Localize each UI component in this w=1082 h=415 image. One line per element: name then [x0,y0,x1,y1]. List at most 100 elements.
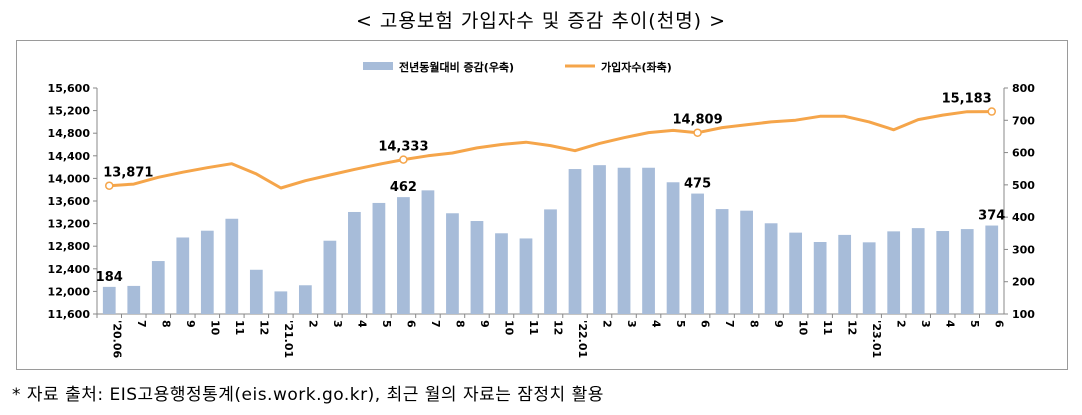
bar [249,269,263,314]
bar [862,242,876,314]
x-tick-label: 10 [208,320,221,336]
bar [348,211,361,314]
bar [666,182,680,314]
bar [372,202,386,314]
x-tick-label: 7 [723,320,736,328]
y-right-tick-label: 700 [1012,114,1035,127]
bar [176,237,190,314]
y-right-tick-label: 300 [1012,243,1035,256]
x-tick-label: 2 [601,320,614,328]
bar [887,231,901,314]
bar [323,240,337,314]
x-tick-label: 11 [821,320,834,335]
x-tick-label: '22.01 [576,320,589,358]
bar [715,209,729,314]
chart-frame: 전년동월대비 증감(우축) 가입자수(좌축) 11,600 12,000 12,40… [16,40,1068,370]
x-tick-label: 10 [797,320,810,336]
bar [151,261,165,314]
bar [593,165,606,314]
y-left-tick-label: 14,800 [48,127,91,140]
bar [813,242,827,314]
x-tick-label: 5 [380,320,393,328]
source-note: * 자료 출처: EIS고용행정통계(eis.work.go.kr), 최근 월… [12,385,604,405]
y-left-tick-label: 12,400 [48,263,91,276]
bar [519,238,533,314]
bar [421,190,435,314]
y-left-tick-label: 12,000 [48,285,91,298]
y-left-tick-label: 13,200 [48,218,91,231]
line-point-marker [399,155,408,164]
bar [691,193,704,314]
x-tick-label: 4 [944,320,957,328]
bar [544,209,557,314]
bar [225,218,239,314]
chart-title: < 고용보험 가입자수 및 증감 추이(천명) > [355,10,727,32]
bar [568,169,582,314]
x-tick-label: 11 [233,320,246,335]
line-data-label: 15,183 [942,92,992,107]
bar [274,291,288,314]
y-left-tick-label: 15,200 [48,105,91,118]
bar-data-label: 184 [96,270,123,285]
y-right-tick-label: 400 [1012,211,1035,224]
x-tick-label: 3 [625,320,638,328]
y-right-tick-label: 500 [1012,179,1035,192]
x-tick-label: 8 [748,320,761,328]
x-tick-label: 12 [846,320,859,335]
bar [642,167,655,314]
x-tick-label: 12 [257,320,270,335]
legend-bar-label: 전년동월대비 증감(우축) [399,60,514,74]
line-data-label: 13,871 [103,166,153,181]
line-point-marker [693,128,702,137]
bar [960,229,974,314]
x-tick-label: 7 [429,320,442,328]
bar [298,285,312,314]
bar [789,232,803,314]
series-line [109,110,992,190]
bar-data-label: 475 [684,177,711,192]
bar [985,225,999,314]
y-left-tick-label: 13,600 [48,195,91,208]
y-left-tick-label: 14,400 [48,150,91,163]
bar [102,286,116,314]
x-tick-label: 2 [306,320,319,328]
x-tick-label: 9 [772,320,785,328]
x-tick-label: 8 [159,320,172,328]
x-tick-label: 5 [674,320,687,328]
x-tick-label: 6 [699,320,712,328]
bar [495,233,508,314]
bar [397,197,410,314]
y-left-tick-label: 11,600 [48,308,91,321]
x-tick-label: 6 [404,320,417,328]
plot-area: 11,600 12,000 12,400 12,800 13,200 13,600 14,0… [48,82,1036,359]
x-tick-label: 6 [993,320,1006,328]
x-tick-label: 11 [527,320,540,335]
x-tick-label: '20.06 [110,320,123,359]
y-right-tick-label: 600 [1012,147,1035,160]
bar [764,223,778,314]
line-data-label: 14,809 [672,113,722,128]
bar [446,213,459,314]
bar-data-label: 374 [978,209,1005,224]
x-tick-label: 9 [478,320,491,328]
y-left-tick-label: 14,000 [48,172,91,185]
x-tick-label: 8 [453,320,466,328]
x-tick-label: 12 [552,320,565,335]
bar [617,167,631,314]
y-right-tick-label: 200 [1012,276,1035,289]
bar [936,231,950,314]
line-point-marker [987,107,996,116]
bar [200,230,214,314]
x-tick-label: 2 [895,320,908,328]
y-left-tick-label: 15,600 [48,82,91,95]
bar-data-label: 462 [390,180,417,195]
x-tick-label: 7 [135,320,148,328]
line-point-marker [105,181,114,190]
x-tick-label: 5 [968,320,981,328]
x-tick-label: 9 [184,320,197,328]
legend-bar-swatch [363,62,393,70]
legend: 전년동월대비 증감(우축) 가입자수(좌축) [363,60,672,74]
x-tick-label: 4 [650,320,663,328]
x-tick-label: 3 [919,320,932,328]
legend-line-label: 가입자수(좌축) [601,60,672,74]
